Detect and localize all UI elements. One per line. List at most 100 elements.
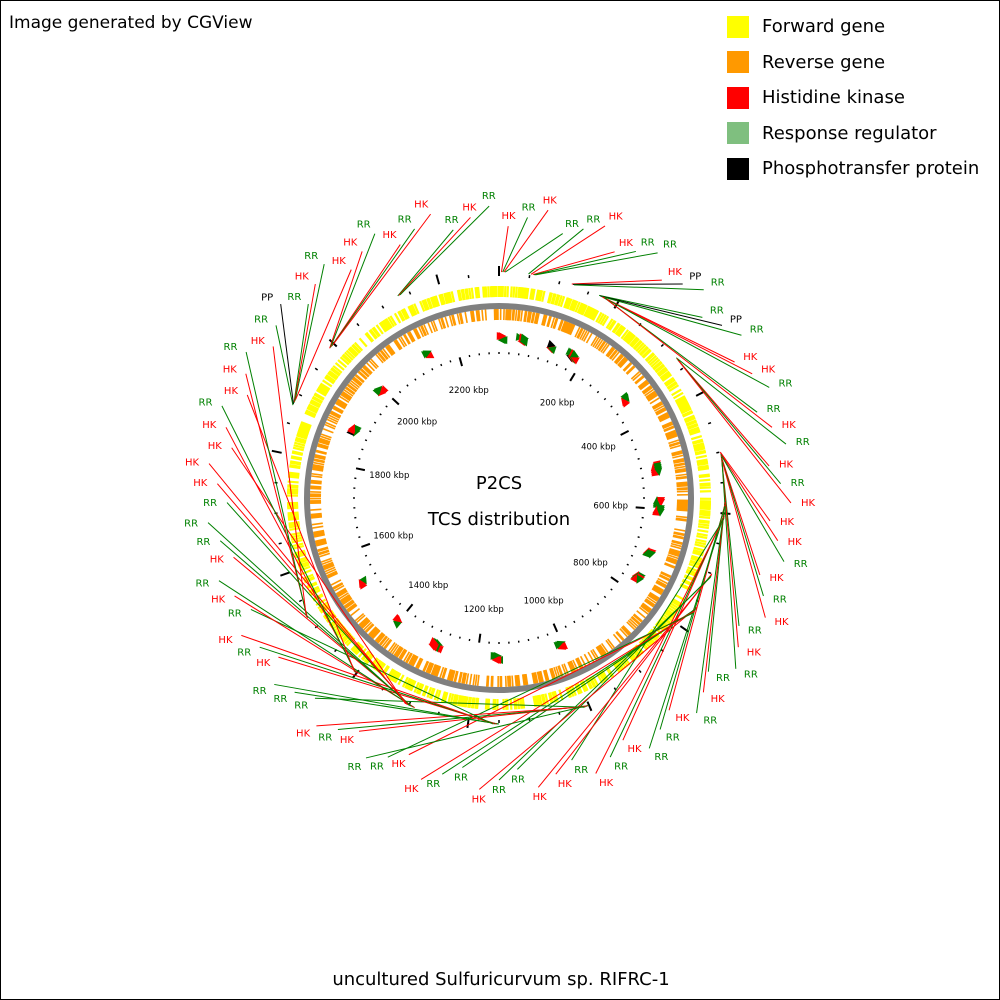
forward-gene-mark <box>661 373 673 382</box>
forward-gene-mark <box>484 286 488 298</box>
rr-callout-label: RR <box>666 733 680 744</box>
reverse-gene-mark <box>662 422 673 429</box>
legend-label-phosphotransfer-protein: Phosphotransfer protein <box>762 158 980 180</box>
forward-gene-mark <box>680 406 692 414</box>
forward-gene-mark <box>391 671 400 683</box>
forward-gene-mark <box>458 695 463 707</box>
reverse-gene-mark <box>369 627 379 637</box>
reverse-gene-mark <box>472 310 476 322</box>
hk-callout-label: HK <box>711 694 726 705</box>
reverse-gene-mark <box>636 610 646 619</box>
reverse-gene-mark <box>629 618 639 627</box>
reverse-gene-mark <box>646 392 657 400</box>
reverse-gene-mark <box>598 644 606 655</box>
reverse-gene-mark <box>310 515 323 519</box>
reverse-gene-mark <box>442 667 448 679</box>
forward-gene-mark <box>544 693 549 705</box>
forward-gene-mark <box>565 297 572 310</box>
reverse-gene-mark <box>532 672 537 684</box>
forward-gene-mark <box>665 608 677 617</box>
forward-gene-mark <box>457 695 462 707</box>
reverse-gene-mark <box>509 309 512 321</box>
reverse-gene-mark <box>339 594 351 602</box>
forward-gene-mark <box>335 626 346 636</box>
forward-gene-mark <box>444 292 450 304</box>
forward-gene-mark <box>328 370 339 379</box>
rr-callout-line <box>504 233 563 273</box>
reverse-gene-mark <box>343 389 354 397</box>
forward-gene-mark <box>289 461 302 466</box>
forward-gene-mark <box>585 678 593 690</box>
reverse-gene-mark <box>609 350 618 360</box>
inner-tick <box>564 625 567 628</box>
reverse-gene-mark <box>319 552 331 558</box>
reverse-gene-mark <box>617 357 627 367</box>
forward-gene-mark <box>652 361 663 371</box>
forward-gene-mark <box>675 397 687 405</box>
hk-callout-line <box>234 595 415 709</box>
reverse-gene-mark <box>330 579 342 586</box>
reverse-gene-mark <box>657 577 668 585</box>
reverse-gene-mark <box>310 513 322 517</box>
reverse-gene-mark <box>487 675 490 687</box>
outer-tick <box>271 449 282 454</box>
reverse-gene-mark <box>645 390 656 399</box>
forward-gene-mark <box>691 554 703 561</box>
forward-gene-mark <box>668 384 680 392</box>
outer-tick <box>638 669 642 674</box>
reverse-gene-mark <box>663 425 675 432</box>
forward-gene-mark <box>614 324 623 335</box>
reverse-gene-mark <box>590 650 598 661</box>
forward-gene-mark <box>632 339 642 350</box>
forward-gene-mark <box>698 474 710 479</box>
forward-gene-mark <box>677 400 689 408</box>
reverse-gene-mark <box>310 514 322 518</box>
forward-gene-mark <box>665 378 676 387</box>
forward-gene-mark <box>300 422 312 429</box>
rr-marker <box>354 424 362 434</box>
reverse-gene-mark <box>655 408 666 415</box>
forward-gene-mark <box>605 318 614 329</box>
reverse-gene-mark <box>476 674 480 686</box>
reverse-gene-mark <box>375 632 384 643</box>
forward-gene-mark <box>637 344 647 354</box>
reverse-gene-mark <box>323 564 335 571</box>
forward-gene-mark <box>550 293 556 305</box>
forward-gene-mark <box>684 417 696 424</box>
hk-callout-label: HK <box>185 457 200 468</box>
forward-gene-mark <box>288 474 300 478</box>
inner-tick <box>620 429 630 436</box>
reverse-gene-mark <box>387 642 396 652</box>
reverse-gene-mark <box>427 662 434 674</box>
inner-tick <box>537 636 540 639</box>
reverse-gene-mark <box>511 675 514 687</box>
reverse-gene-mark <box>553 667 559 679</box>
reverse-gene-mark <box>436 665 442 677</box>
reverse-gene-mark <box>626 366 636 375</box>
forward-gene-mark <box>587 307 595 319</box>
rr-callout-line <box>720 454 785 562</box>
reverse-gene-mark <box>336 589 348 597</box>
reverse-gene-mark <box>394 646 402 657</box>
rr-marker <box>359 575 367 585</box>
pp-callout-label: PP <box>730 314 742 325</box>
reverse-gene-mark <box>320 557 332 563</box>
hk-marker <box>491 656 500 665</box>
reverse-gene-mark <box>317 547 329 553</box>
hk-callout-label: HK <box>391 759 406 770</box>
reverse-gene-mark <box>462 672 467 684</box>
forward-gene-mark <box>397 674 405 686</box>
rr-callout-label: RR <box>426 779 440 790</box>
forward-gene-mark <box>612 323 621 334</box>
reverse-gene-mark <box>474 674 478 686</box>
reverse-gene-mark <box>670 542 682 548</box>
inner-tick <box>458 357 464 367</box>
forward-gene-mark <box>309 400 321 408</box>
reverse-gene-mark <box>531 312 536 324</box>
reverse-gene-mark <box>560 320 566 332</box>
hk-callout-label: HK <box>472 794 487 805</box>
hk-callout-label: HK <box>343 238 358 249</box>
reverse-gene-mark <box>312 468 324 472</box>
forward-gene-mark <box>327 372 338 381</box>
reverse-gene-mark <box>360 618 370 628</box>
